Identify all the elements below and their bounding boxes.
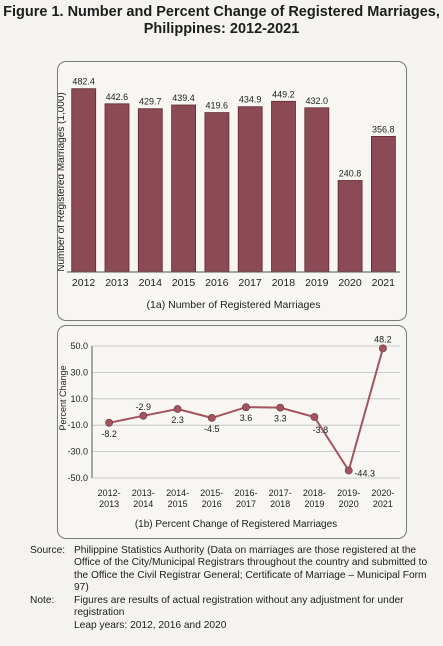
bar-category-label: 2020 xyxy=(338,277,362,289)
line-point xyxy=(310,413,319,421)
line-value-label: 2.3 xyxy=(171,415,184,425)
bar-2013 xyxy=(104,103,130,273)
line-category-label: 2013 xyxy=(99,499,119,509)
bar-value-label: 482.4 xyxy=(72,77,95,87)
line-category-label: 2019 xyxy=(304,499,324,509)
line-category-label: 2021 xyxy=(373,499,393,509)
bar-2012 xyxy=(71,88,97,273)
line-point xyxy=(105,418,113,427)
bar-2014 xyxy=(137,108,163,273)
line-category-label: 2013- xyxy=(132,488,155,498)
bar-value-label: 419.6 xyxy=(206,101,229,111)
line-value-label: 48.2 xyxy=(374,334,392,344)
source-note: Source: Philippine Statistics Authority … xyxy=(30,545,435,594)
line-y-tick-label: -50.0 xyxy=(67,473,88,483)
bar-y-axis-label: Number of Registered Marriages (1,000) xyxy=(58,92,67,272)
bar-chart-panel: 482.4 442.6 429.7 439.4 419.6 434.9 449.2 432.0… xyxy=(57,61,407,321)
line-point xyxy=(344,466,353,475)
line-point xyxy=(276,403,285,412)
line-y-tick-label: -30.0 xyxy=(67,447,88,457)
line-category-label: 2016 xyxy=(202,499,222,509)
line-y-tick-label: 50.0 xyxy=(70,341,88,351)
line-chart-title: (1b) Percent Change of Registered Marria… xyxy=(135,519,337,530)
figure-title: Figure 1. Number and Percent Change of R… xyxy=(0,4,443,38)
bar-2016 xyxy=(204,112,230,273)
bar-chart-title: (1a) Number of Registered Marriages xyxy=(147,299,321,311)
line-category-label: 2017 xyxy=(236,499,256,509)
line-y-axis-label: Percent Change xyxy=(58,365,68,430)
line-value-label: -2.9 xyxy=(136,402,152,412)
bar-category-label: 2019 xyxy=(305,277,329,289)
line-y-tick-label: -10.0 xyxy=(67,420,88,430)
line-category-label: 2016- xyxy=(234,488,257,498)
bar-category-label: 2021 xyxy=(372,277,396,289)
line-category-label: 2012- xyxy=(98,488,121,498)
source-text: Philippine Statistics Authority (Data on… xyxy=(74,545,428,593)
line-category-label: 2019- xyxy=(337,488,360,498)
line-y-tick-label: 30.0 xyxy=(70,367,88,377)
line-point xyxy=(242,403,250,412)
figure-notes: Source: Philippine Statistics Authority … xyxy=(30,545,435,633)
note-label: Note: xyxy=(30,595,55,607)
bar-chart: 482.4 442.6 429.7 439.4 419.6 434.9 449.2 432.0… xyxy=(58,77,400,311)
line-category-label: 2018- xyxy=(303,488,326,498)
bar-category-label: 2018 xyxy=(272,277,296,289)
line-chart-panel: 50.0 30.0 10.0 -10.0 -30.0 -50.0 -8.2 -2.9 2.3 -… xyxy=(57,325,407,539)
bar-category-label: 2017 xyxy=(238,277,262,289)
line-chart: 50.0 30.0 10.0 -10.0 -30.0 -50.0 -8.2 -2.9 2.3 -… xyxy=(58,334,400,530)
line-y-tick-label: 10.0 xyxy=(70,394,88,404)
figure-title-line1: Figure 1. Number and Percent Change of R… xyxy=(3,4,440,20)
line-value-label: -8.2 xyxy=(101,429,117,439)
line-category-label: 2020- xyxy=(371,488,394,498)
bar-value-label: 356.8 xyxy=(372,124,395,134)
bar-category-label: 2012 xyxy=(72,277,96,289)
line-value-label: -4.5 xyxy=(204,424,220,434)
note: Note: Figures are results of actual regi… xyxy=(30,595,435,632)
line-category-label: 2018 xyxy=(270,499,290,509)
bar-2018 xyxy=(271,100,296,273)
line-category-label: 2015- xyxy=(200,488,223,498)
figure-title-line2: Philippines: 2012-2021 xyxy=(143,21,300,37)
source-label: Source: xyxy=(30,545,66,556)
bar-category-label: 2016 xyxy=(205,277,229,289)
line-point xyxy=(378,344,387,353)
bar-2021 xyxy=(370,136,396,273)
bar-2020 xyxy=(337,180,363,273)
line-point xyxy=(173,405,182,413)
bar-value-label: 429.7 xyxy=(139,97,162,107)
leap-years-text: Leap years: 2012, 2016 and 2020 xyxy=(74,619,227,631)
bar-value-label: 449.2 xyxy=(272,89,295,99)
note-text: Figures are results of actual registrati… xyxy=(74,595,404,619)
line-value-label: -3.8 xyxy=(313,425,329,435)
bar-2019 xyxy=(304,107,330,273)
line-category-label: 2020 xyxy=(339,499,359,509)
bar-category-label: 2014 xyxy=(139,277,163,289)
line-point xyxy=(207,414,216,422)
line-value-label: -44.3 xyxy=(354,469,375,479)
bar-category-label: 2013 xyxy=(105,277,129,289)
bar-value-label: 442.6 xyxy=(106,92,129,102)
bar-value-label: 439.4 xyxy=(172,93,195,103)
line-value-label: 3.6 xyxy=(240,413,253,423)
line-category-label: 2015 xyxy=(168,499,188,509)
line-category-label: 2014 xyxy=(133,499,153,509)
line-category-label: 2014- xyxy=(166,488,189,498)
line-category-label: 2017- xyxy=(269,488,292,498)
bar-2017 xyxy=(237,106,263,273)
bar-category-label: 2015 xyxy=(172,277,196,289)
line-point xyxy=(139,411,148,420)
bar-value-label: 240.8 xyxy=(339,169,362,179)
bar-2015 xyxy=(171,104,196,273)
bar-value-label: 434.9 xyxy=(239,95,262,105)
bar-value-label: 432.0 xyxy=(306,96,329,106)
line-value-label: 3.3 xyxy=(274,414,287,424)
